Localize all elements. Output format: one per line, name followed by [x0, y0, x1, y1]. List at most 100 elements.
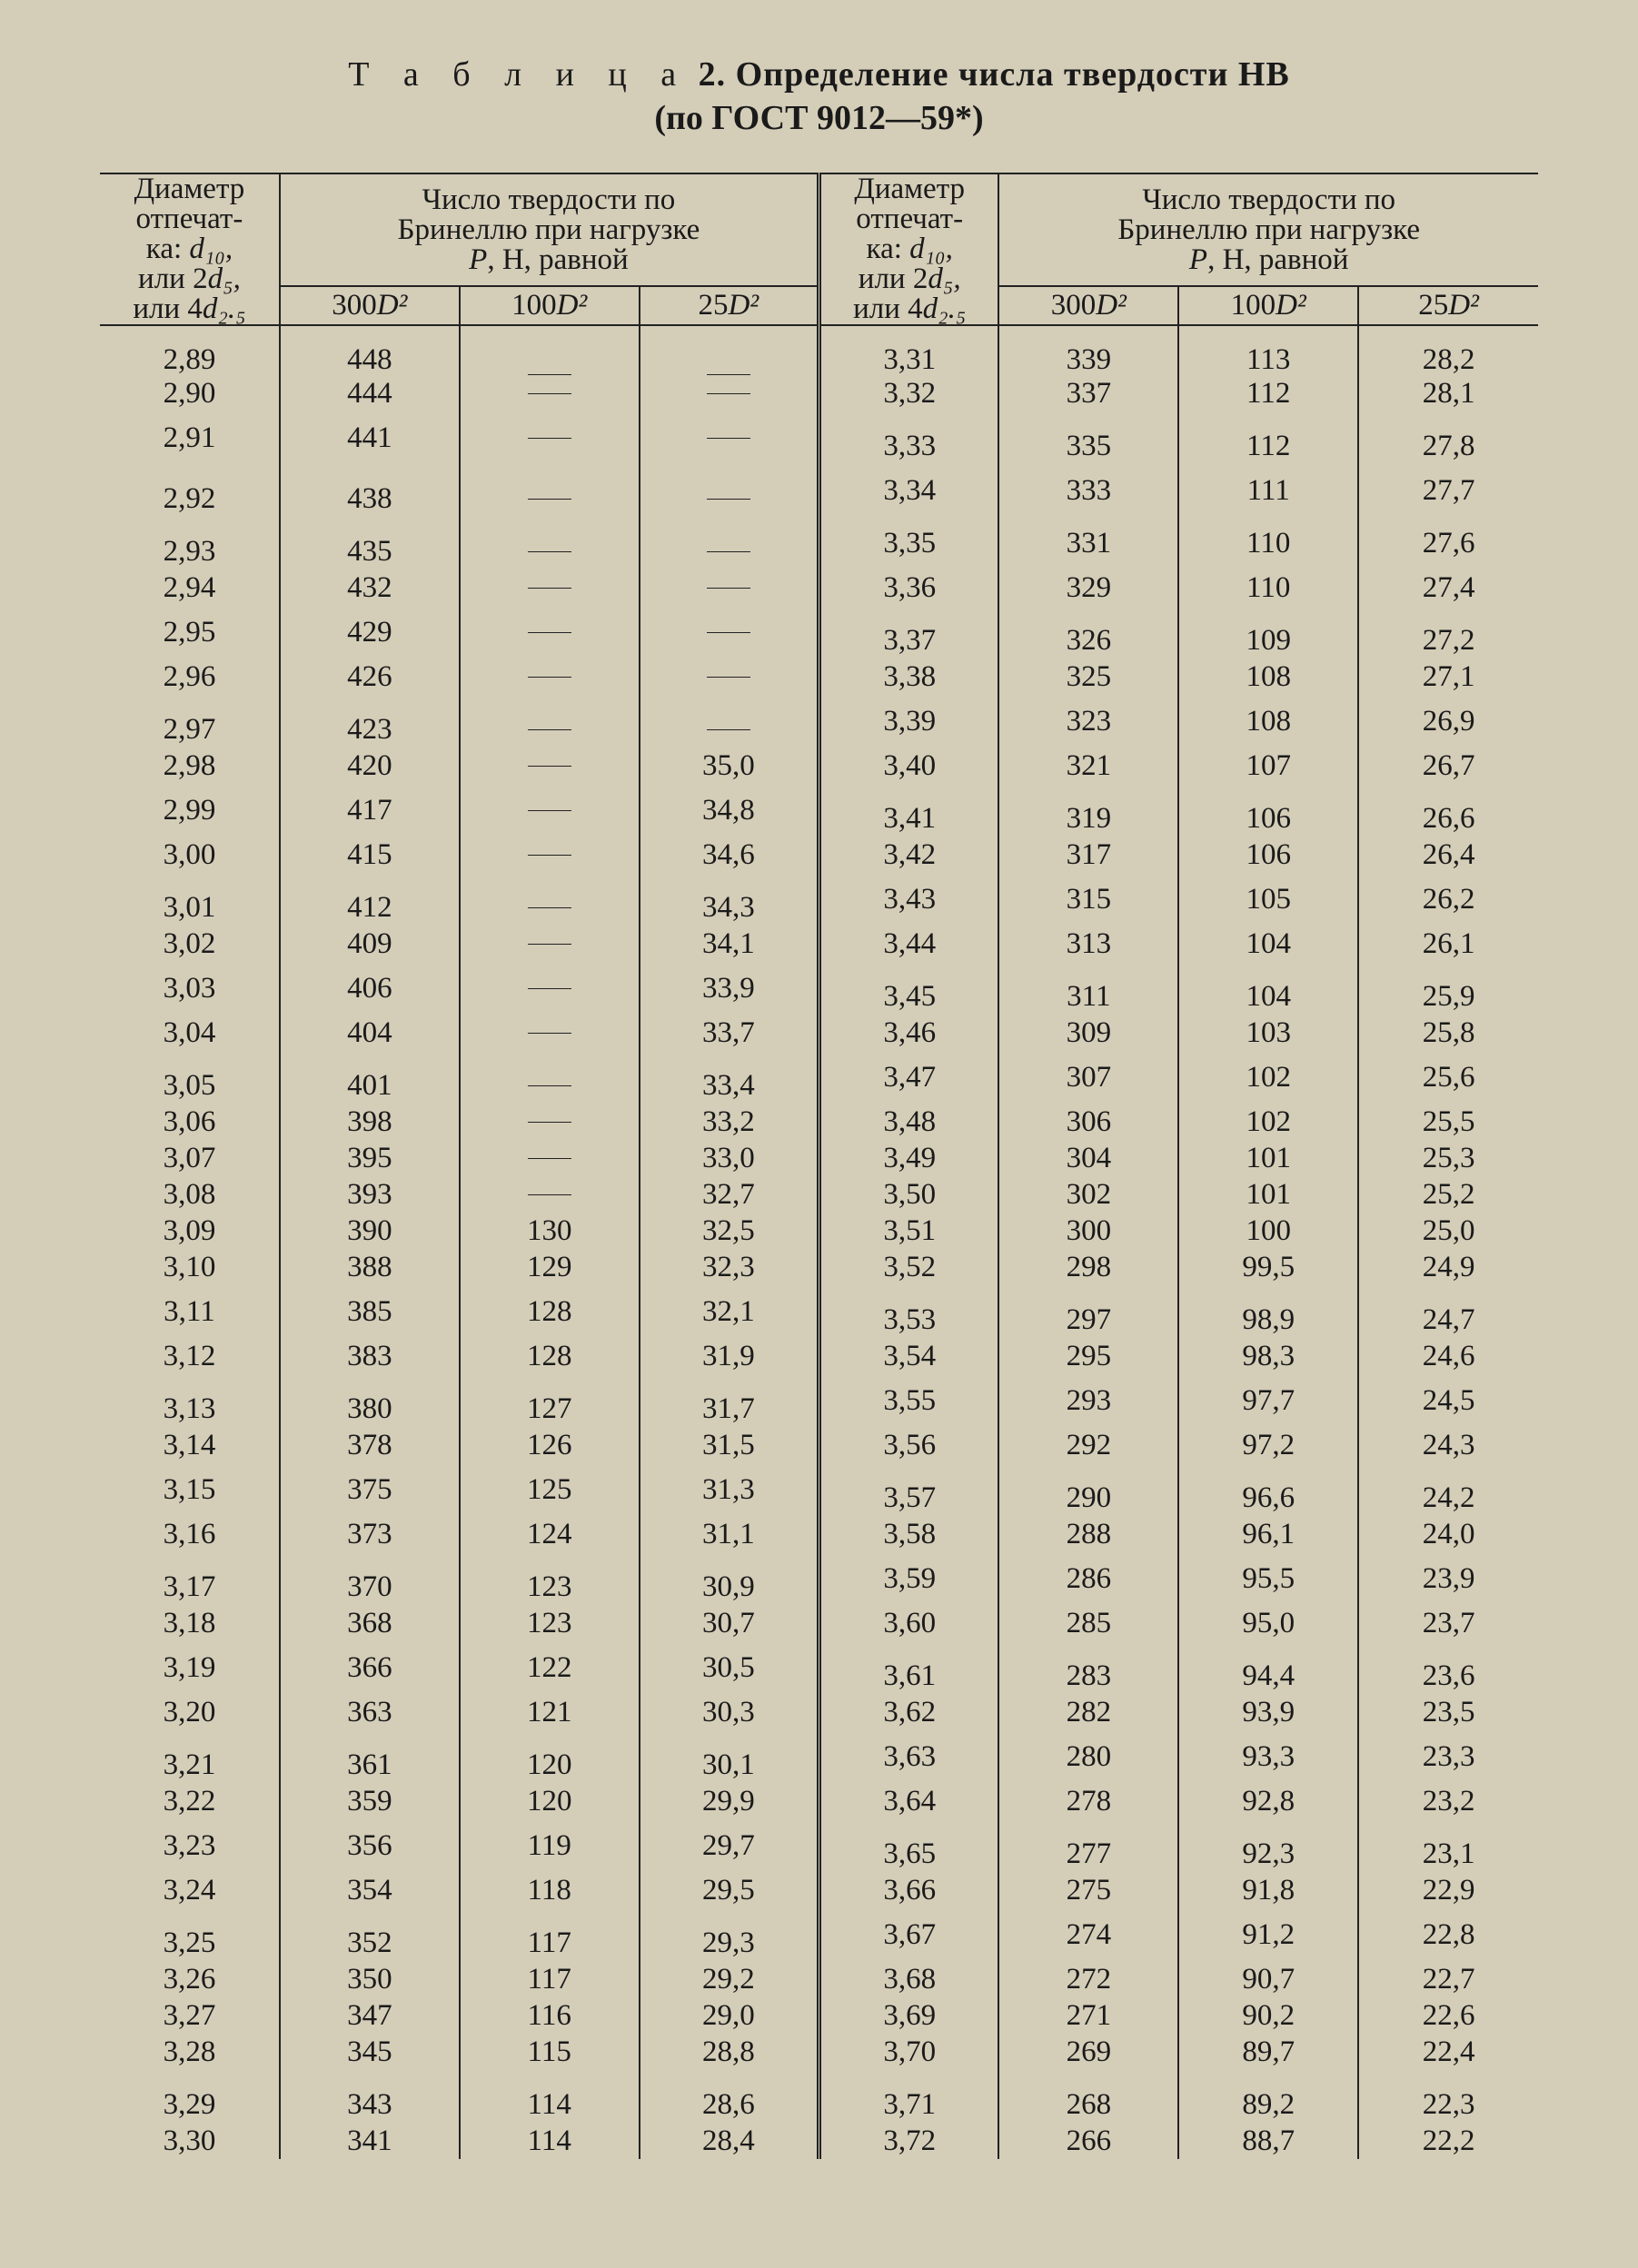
table-row: 3,0440433,73,4630910325,8 — [100, 1015, 1538, 1051]
cell-d-left: 3,14 — [100, 1427, 280, 1463]
table-row: 3,3034111428,43,7226688,722,2 — [100, 2123, 1538, 2159]
cell-25-right: 27,2 — [1358, 606, 1538, 659]
cell-100-left: 118 — [460, 1872, 640, 1908]
cell-300-left: 375 — [280, 1463, 460, 1516]
cell-25-left — [640, 375, 819, 411]
cell-d-right: 3,34 — [819, 464, 999, 517]
col-25d2-left: 25D² — [640, 286, 819, 325]
cell-d-right: 3,52 — [819, 1249, 999, 1285]
cell-300-left: 345 — [280, 2034, 460, 2070]
cell-d-right: 3,67 — [819, 1908, 999, 1961]
cell-d-right: 3,53 — [819, 1285, 999, 1338]
table-row: 3,2535211729,33,6727491,222,8 — [100, 1908, 1538, 1961]
cell-100-right: 89,7 — [1178, 2034, 1358, 2070]
cell-d-right: 3,31 — [819, 325, 999, 375]
cell-100-right: 112 — [1178, 375, 1358, 411]
cell-300-right: 285 — [998, 1605, 1178, 1641]
cell-300-left: 395 — [280, 1140, 460, 1176]
cell-d-right: 3,65 — [819, 1819, 999, 1872]
cell-25-right: 26,7 — [1358, 748, 1538, 784]
cell-300-left: 429 — [280, 606, 460, 659]
cell-25-right: 22,2 — [1358, 2123, 1538, 2159]
cell-100-right: 90,7 — [1178, 1961, 1358, 1997]
col-diameter-left: Диаметр отпечат- ка: d₁₀, или 2d₅, или 4… — [100, 173, 280, 325]
cell-d-left: 3,19 — [100, 1641, 280, 1694]
cell-d-right: 3,51 — [819, 1213, 999, 1249]
cell-300-right: 295 — [998, 1338, 1178, 1374]
cell-300-left: 423 — [280, 695, 460, 748]
cell-25-left: 31,7 — [640, 1374, 819, 1427]
cell-25-right: 24,2 — [1358, 1463, 1538, 1516]
dash-icon — [528, 551, 571, 552]
cell-300-left: 404 — [280, 1015, 460, 1051]
table-row: 2,974233,3932310826,9 — [100, 695, 1538, 748]
cell-300-left: 420 — [280, 748, 460, 784]
cell-300-right: 313 — [998, 926, 1178, 962]
cell-100-left: 121 — [460, 1694, 640, 1730]
table-row: 3,1238312831,93,5429598,324,6 — [100, 1338, 1538, 1374]
cell-d-right: 3,36 — [819, 569, 999, 606]
table-header: Диаметр отпечат- ка: d₁₀, или 2d₅, или 4… — [100, 173, 1538, 325]
cell-d-right: 3,66 — [819, 1872, 999, 1908]
cell-100-left: 128 — [460, 1285, 640, 1338]
cell-300-right: 282 — [998, 1694, 1178, 1730]
cell-25-left — [640, 606, 819, 659]
cell-25-right: 25,5 — [1358, 1104, 1538, 1140]
dash-icon — [707, 632, 750, 633]
cell-25-left: 32,3 — [640, 1249, 819, 1285]
table-row: 3,0639833,23,4830610225,5 — [100, 1104, 1538, 1140]
cell-100-right: 103 — [1178, 1015, 1358, 1051]
cell-d-left: 3,16 — [100, 1516, 280, 1552]
cell-25-left: 32,5 — [640, 1213, 819, 1249]
cell-300-left: 417 — [280, 784, 460, 837]
cell-300-left: 412 — [280, 873, 460, 926]
cell-25-right: 28,2 — [1358, 325, 1538, 375]
cell-300-right: 277 — [998, 1819, 1178, 1872]
cell-300-left: 393 — [280, 1176, 460, 1213]
cell-25-left: 28,4 — [640, 2123, 819, 2159]
cell-100-left: 114 — [460, 2123, 640, 2159]
cell-25-right: 27,6 — [1358, 517, 1538, 569]
cell-d-left: 2,90 — [100, 375, 280, 411]
cell-300-left: 380 — [280, 1374, 460, 1427]
dash-icon — [528, 438, 571, 439]
cell-25-left: 29,7 — [640, 1819, 819, 1872]
cell-d-right: 3,68 — [819, 1961, 999, 1997]
cell-d-right: 3,58 — [819, 1516, 999, 1552]
cell-d-right: 3,72 — [819, 2123, 999, 2159]
col-100d2-left: 100D² — [460, 286, 640, 325]
col-hb-left: Число твердости по Бринеллю при нагрузке… — [280, 173, 819, 286]
cell-d-right: 3,33 — [819, 411, 999, 464]
cell-25-right: 23,2 — [1358, 1783, 1538, 1819]
cell-300-left: 370 — [280, 1552, 460, 1605]
dash-icon — [528, 855, 571, 856]
cell-300-right: 268 — [998, 2070, 1178, 2123]
table-row: 3,2235912029,93,6427892,823,2 — [100, 1783, 1538, 1819]
title-hb: НВ — [1238, 55, 1290, 94]
cell-100-right: 94,4 — [1178, 1641, 1358, 1694]
cell-100-right: 110 — [1178, 569, 1358, 606]
dash-icon — [528, 907, 571, 908]
cell-100-left: 126 — [460, 1427, 640, 1463]
dash-icon — [528, 1158, 571, 1159]
cell-100-left — [460, 837, 640, 873]
cell-d-right: 3,69 — [819, 1997, 999, 2034]
cell-100-left — [460, 962, 640, 1015]
cell-d-left: 3,01 — [100, 873, 280, 926]
cell-d-left: 3,11 — [100, 1285, 280, 1338]
cell-100-left: 130 — [460, 1213, 640, 1249]
dash-icon — [528, 1033, 571, 1034]
cell-100-left: 123 — [460, 1552, 640, 1605]
cell-25-right: 24,7 — [1358, 1285, 1538, 1338]
cell-25-right: 25,8 — [1358, 1015, 1538, 1051]
cell-d-left: 3,25 — [100, 1908, 280, 1961]
cell-d-left: 2,96 — [100, 659, 280, 695]
cell-d-left: 3,23 — [100, 1819, 280, 1872]
cell-300-left: 354 — [280, 1872, 460, 1908]
cell-25-left: 33,4 — [640, 1051, 819, 1104]
cell-300-left: 378 — [280, 1427, 460, 1463]
cell-25-left: 28,8 — [640, 2034, 819, 2070]
cell-300-right: 297 — [998, 1285, 1178, 1338]
cell-d-right: 3,45 — [819, 962, 999, 1015]
dash-icon — [707, 393, 750, 394]
